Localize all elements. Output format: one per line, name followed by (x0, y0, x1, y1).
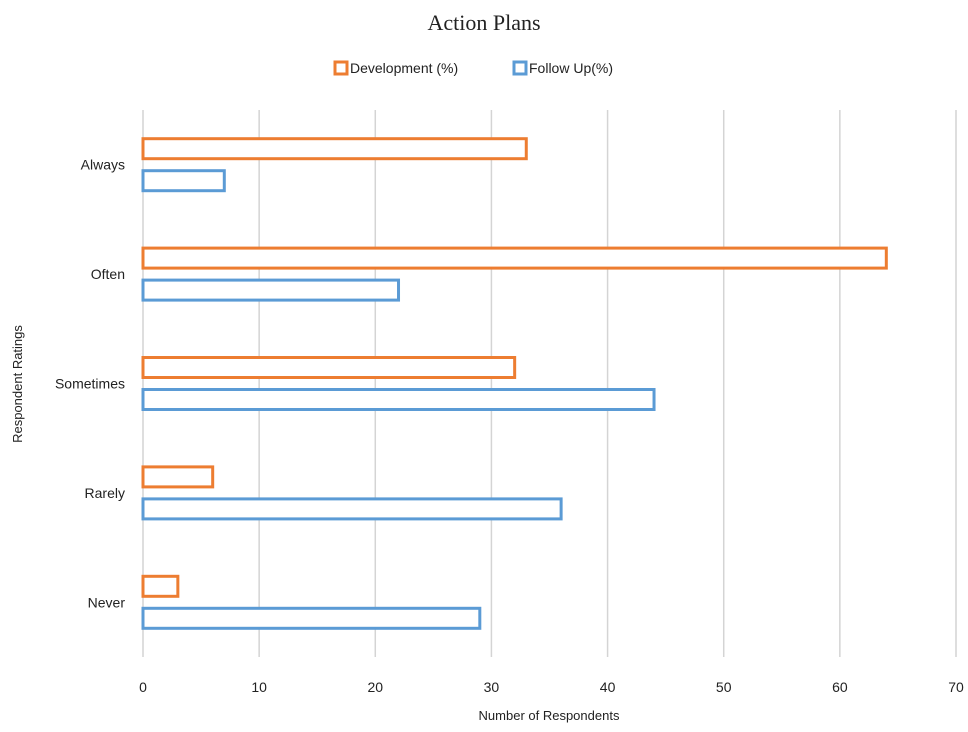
x-tick-label-50: 50 (716, 679, 732, 695)
bar-rarely-follow-up (141, 497, 563, 521)
x-tick-label-40: 40 (600, 679, 616, 695)
legend: Development (%) Follow Up(%) (333, 60, 613, 76)
x-tick-labels: 0 10 20 30 40 50 60 70 (139, 679, 964, 695)
bar-never-follow-up (141, 606, 482, 630)
x-tick-label-60: 60 (832, 679, 848, 695)
x-tick-label-70: 70 (948, 679, 964, 695)
legend-label-development: Development (%) (350, 60, 458, 76)
gridlines (142, 110, 957, 657)
category-label-often: Often (91, 266, 125, 282)
x-tick-label-30: 30 (484, 679, 500, 695)
chart-title: Action Plans (427, 10, 540, 35)
bar-rarely-development (141, 465, 215, 489)
bars (141, 137, 888, 630)
category-labels: Always Often Sometimes Rarely Never (55, 157, 125, 611)
bar-always-follow-up (141, 169, 226, 193)
legend-swatch-follow-up (512, 60, 528, 76)
legend-label-follow-up: Follow Up(%) (529, 60, 613, 76)
bar-never-development (141, 574, 180, 598)
x-tick-label-0: 0 (139, 679, 147, 695)
legend-swatch-development (333, 60, 349, 76)
x-tick-label-10: 10 (251, 679, 267, 695)
bar-sometimes-follow-up (141, 388, 656, 411)
x-axis-label: Number of Respondents (479, 708, 620, 723)
category-label-sometimes: Sometimes (55, 376, 125, 392)
x-tick-label-20: 20 (367, 679, 383, 695)
y-axis-label: Respondent Ratings (10, 325, 25, 443)
bar-sometimes-development (141, 356, 517, 379)
bar-often-follow-up (141, 278, 401, 302)
category-label-rarely: Rarely (85, 485, 125, 501)
bar-often-development (141, 246, 888, 270)
category-label-never: Never (88, 594, 126, 610)
bar-always-development (141, 137, 528, 161)
category-label-always: Always (81, 157, 125, 173)
